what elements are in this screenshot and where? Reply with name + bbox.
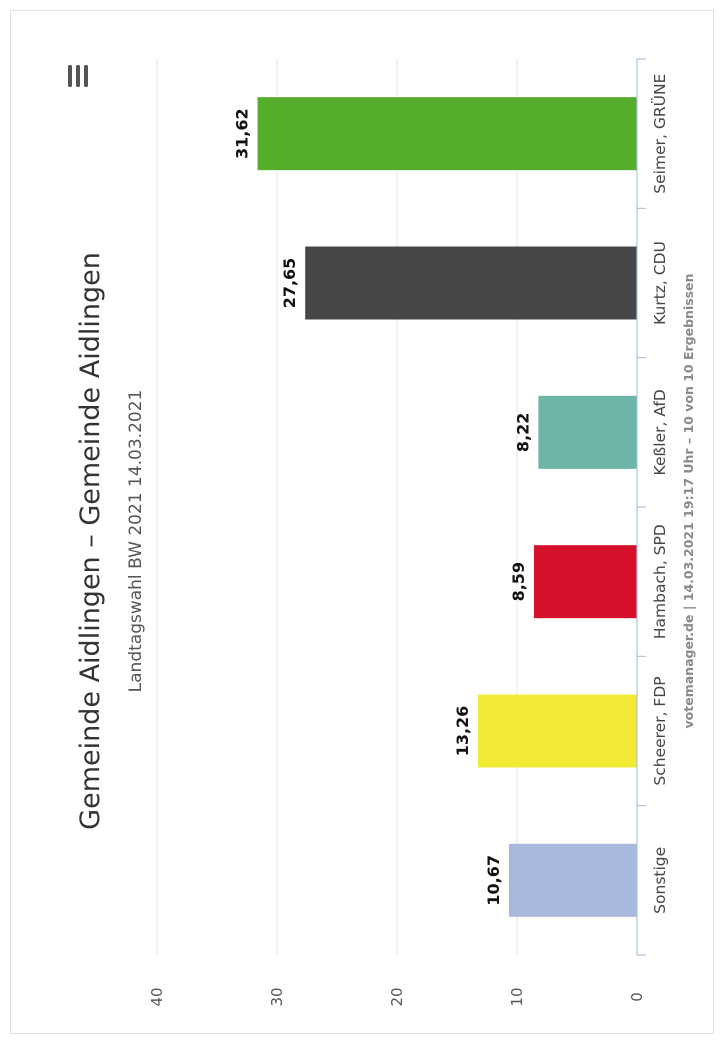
- menu-bar-line[interactable]: [68, 65, 72, 87]
- bar-3[interactable]: [538, 395, 637, 469]
- data-label: 10,67: [484, 855, 503, 906]
- x-category-label: Seimer, GRÜNE: [650, 74, 669, 194]
- data-label: 8,22: [513, 413, 532, 452]
- bar-6[interactable]: [508, 843, 637, 917]
- y-tick-label: 30: [268, 987, 286, 1006]
- y-tick-label: 20: [388, 987, 406, 1006]
- hamburger-menu-icon[interactable]: [68, 65, 88, 87]
- bar-1[interactable]: [257, 97, 637, 171]
- menu-bar-line[interactable]: [76, 65, 80, 87]
- chart-subtitle: Landtagswahl BW 2021 14.03.2021: [126, 390, 146, 693]
- bar-2[interactable]: [305, 246, 637, 320]
- bar-chart: 0 10 20 30 40 Seimer, GRÜNE 31,62 Kurtz, CDU 27…: [68, 58, 696, 1007]
- chart-credits[interactable]: votemanager.de | 14.03.2021 19:17 Uhr – …: [681, 274, 696, 729]
- data-label: 13,26: [453, 706, 472, 757]
- bar-5[interactable]: [477, 694, 637, 768]
- y-tick-label: 10: [508, 987, 526, 1006]
- bar-4[interactable]: [533, 545, 637, 619]
- y-tick-label: 0: [628, 992, 646, 1002]
- x-category-label: Sonstige: [651, 847, 669, 914]
- x-category-label: Hambach, SPD: [651, 524, 669, 639]
- data-label: 27,65: [280, 258, 299, 309]
- chart-title: Gemeinde Aidlingen – Gemeinde Aidlingen: [75, 252, 106, 830]
- data-label: 8,59: [509, 562, 528, 601]
- y-tick-label: 40: [148, 987, 166, 1006]
- x-category-label: Keßler, AfD: [651, 389, 669, 475]
- x-category-label: Kurtz, CDU: [651, 241, 669, 325]
- x-category-label: Scheerer, FDP: [651, 676, 669, 785]
- chart-container: 0 10 20 30 40 Seimer, GRÜNE 31,62 Kurtz, CDU 27…: [10, 10, 714, 1034]
- data-label: 31,62: [233, 108, 252, 159]
- menu-bar-line[interactable]: [84, 65, 88, 87]
